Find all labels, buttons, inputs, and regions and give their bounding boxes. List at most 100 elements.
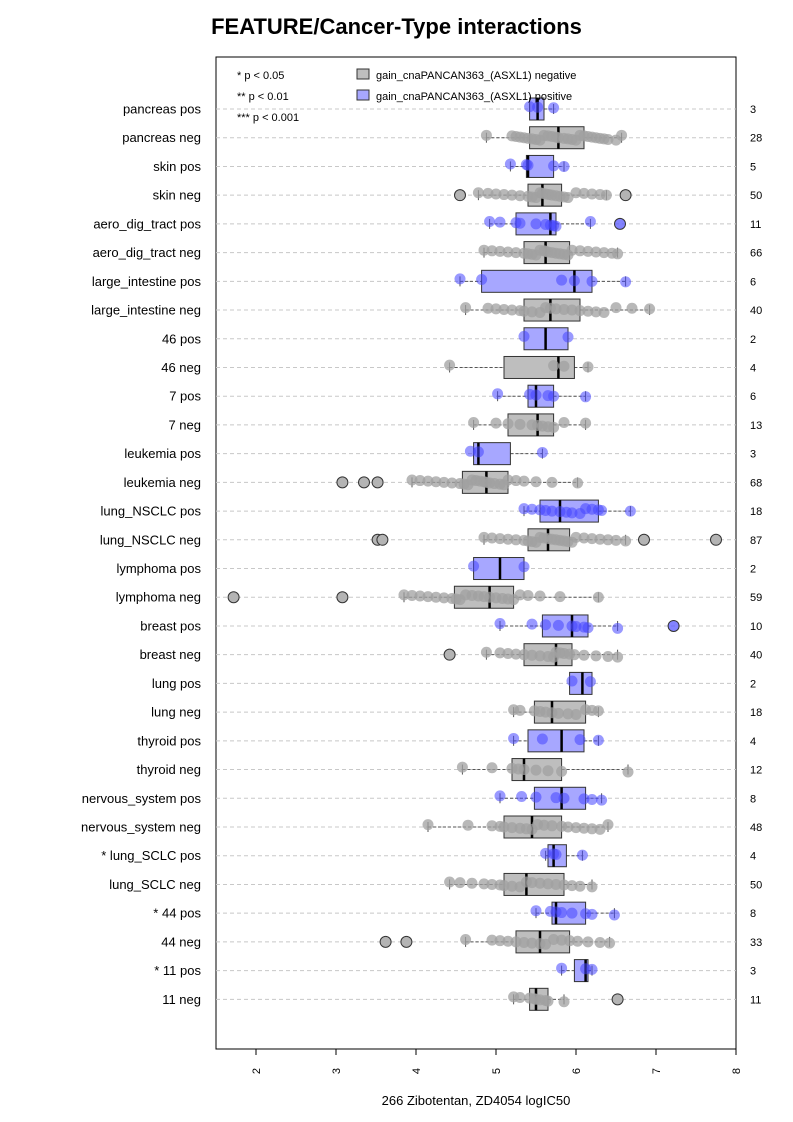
- data-point: [586, 793, 598, 805]
- data-point: [514, 217, 526, 229]
- data-point: [444, 876, 456, 888]
- row-label: thyroid neg: [137, 762, 201, 777]
- x-axis-label: 266 Zibotentan, ZD4054 logIC50: [381, 1093, 571, 1108]
- data-point: [510, 475, 522, 487]
- row-count: 2: [750, 678, 756, 690]
- row-label: leukemia pos: [124, 446, 201, 461]
- row-label: nervous_system pos: [82, 791, 202, 806]
- data-point: [530, 791, 542, 803]
- data-point: [570, 709, 582, 721]
- data-point: [530, 905, 542, 917]
- row-label: breast pos: [140, 618, 201, 633]
- data-point: [446, 477, 458, 489]
- data-point: [530, 764, 542, 776]
- data-point: [526, 618, 538, 630]
- data-point: [542, 995, 554, 1007]
- data-point: [468, 560, 480, 572]
- data-point: [556, 907, 568, 919]
- data-point: [574, 245, 586, 257]
- data-point: [574, 734, 586, 746]
- data-point: [502, 935, 514, 947]
- data-point: [514, 190, 526, 202]
- row-label: 7 neg: [168, 417, 201, 432]
- row-count: 11: [750, 219, 761, 231]
- row-count: 48: [750, 822, 762, 834]
- data-point: [514, 418, 526, 430]
- data-point: [558, 303, 570, 315]
- x-tick-label: 8: [731, 1068, 743, 1074]
- data-point: [582, 305, 594, 317]
- data-point: [502, 418, 514, 430]
- data-point: [542, 765, 554, 777]
- row-count: 68: [750, 477, 762, 489]
- data-point: [590, 306, 602, 318]
- data-point: [406, 589, 418, 601]
- data-point: [494, 216, 506, 228]
- data-point: [592, 591, 604, 603]
- chart-title: FEATURE/Cancer-Type interactions: [211, 14, 582, 39]
- x-tick-label: 6: [571, 1068, 583, 1074]
- row-count: 11: [750, 994, 761, 1006]
- data-point: [570, 621, 582, 633]
- data-point: [398, 589, 410, 601]
- row-count: 33: [750, 937, 762, 949]
- row-label: * lung_SCLC pos: [101, 848, 201, 863]
- data-point: [604, 937, 616, 949]
- row-count: 18: [750, 707, 762, 719]
- data-point: [486, 762, 498, 774]
- data-point: [490, 417, 502, 429]
- data-point: [534, 590, 546, 602]
- data-point: [610, 302, 622, 314]
- data-point: [506, 822, 518, 834]
- data-point: [566, 244, 578, 256]
- data-point: [558, 996, 570, 1008]
- data-point: [602, 534, 614, 546]
- data-point: [582, 245, 594, 257]
- data-point: [510, 534, 522, 546]
- data-point: [498, 303, 510, 315]
- data-point: [494, 647, 506, 659]
- x-tick-label: 5: [491, 1068, 503, 1074]
- row-label: aero_dig_tract neg: [93, 245, 201, 260]
- data-point: [522, 589, 534, 601]
- data-point: [464, 445, 476, 457]
- data-point: [486, 245, 498, 257]
- data-point: [626, 302, 638, 314]
- data-point: [526, 649, 538, 661]
- row-count: 50: [750, 190, 762, 202]
- outlier-point: [710, 533, 722, 546]
- data-point: [494, 935, 506, 947]
- data-point: [558, 792, 570, 804]
- data-point: [558, 417, 570, 429]
- row-count: 6: [750, 276, 756, 288]
- row-label: skin neg: [153, 188, 201, 203]
- data-point: [540, 847, 552, 859]
- data-point: [444, 359, 456, 371]
- data-point: [494, 790, 506, 802]
- row-count: 3: [750, 104, 756, 116]
- data-point: [572, 477, 584, 489]
- data-point: [456, 761, 468, 773]
- significance-legend-entry: *** p < 0.001: [237, 112, 299, 124]
- outlier-point: [400, 935, 413, 948]
- row-count: 2: [750, 334, 756, 346]
- outlier-point: [638, 533, 650, 546]
- data-point: [514, 704, 526, 716]
- data-point: [526, 503, 538, 515]
- data-point: [566, 907, 578, 919]
- data-point: [518, 649, 530, 661]
- data-point: [590, 246, 602, 258]
- outlier-point: [611, 993, 624, 1006]
- data-point: [494, 618, 506, 630]
- data-point: [548, 102, 560, 114]
- row-label: 46 neg: [161, 360, 201, 375]
- significance-legend-entry: * p < 0.05: [237, 70, 284, 82]
- row-label: lung_NSCLC pos: [101, 504, 202, 519]
- row-label: skin pos: [153, 159, 201, 174]
- data-point: [566, 304, 578, 316]
- data-point: [620, 535, 632, 547]
- row-count: 59: [750, 592, 762, 604]
- data-point: [602, 134, 614, 146]
- row-labels: pancreas pos pancreas neg skin pos skin neg…: [81, 102, 201, 1007]
